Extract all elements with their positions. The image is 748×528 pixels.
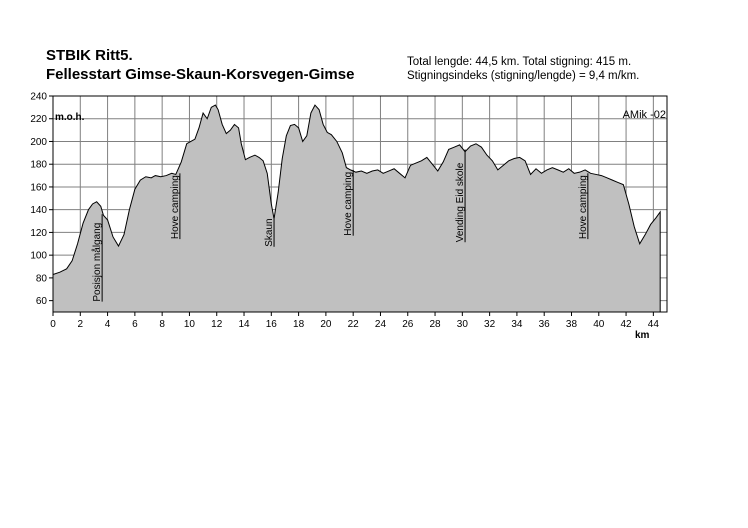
x-tick-label: 2: [78, 319, 84, 330]
annotation-label: Hove camping: [578, 175, 589, 239]
stats-line2: Stigningsindeks (stigning/lengde) = 9,4 …: [407, 70, 640, 82]
x-axis-label: km: [635, 330, 650, 341]
annotation-label: Hove camping: [170, 175, 181, 239]
y-tick-label: 120: [30, 228, 47, 239]
y-tick-label: 100: [30, 251, 47, 262]
x-tick-label: 20: [320, 319, 332, 330]
x-tick-label: 4: [105, 319, 111, 330]
x-tick-label: 28: [429, 319, 441, 330]
y-tick-label: 240: [30, 92, 47, 103]
x-tick-label: 34: [511, 319, 523, 330]
chart-title-line1: STBIK Ritt5.: [46, 47, 133, 64]
annotation-label: Skaun: [264, 218, 275, 246]
y-tick-label: 80: [36, 273, 48, 284]
plot-frame: [52, 95, 668, 313]
stats-line1: Total lengde: 44,5 km. Total stigning: 4…: [407, 56, 632, 68]
elevation-profile-area: [52, 104, 661, 313]
x-tick-label: 12: [211, 319, 223, 330]
x-tick-label: 16: [266, 319, 278, 330]
watermark-label: AMik -02: [623, 109, 666, 121]
x-tick-label: 10: [184, 319, 196, 330]
x-tick-label: 36: [539, 319, 551, 330]
annotation-label: Vending Eid skole: [455, 162, 466, 242]
x-tick-label: 42: [621, 319, 633, 330]
y-tick-label: 200: [30, 137, 47, 148]
ticks: 0 2 4 6 8 10 12 14 16 18 20 22 24 26 28 30 32 34 36 38 40 42 4…: [30, 92, 659, 331]
x-tick-label: 44: [648, 319, 660, 330]
x-tick-label: 26: [402, 319, 414, 330]
x-tick-label: 0: [50, 319, 56, 330]
y-tick-label: 180: [30, 160, 47, 171]
x-tick-label: 22: [348, 319, 360, 330]
x-tick-label: 40: [593, 319, 605, 330]
y-tick-label: 140: [30, 205, 47, 216]
x-tick-label: 30: [457, 319, 469, 330]
x-tick-label: 24: [375, 319, 387, 330]
x-tick-label: 6: [132, 319, 138, 330]
x-tick-label: 18: [293, 319, 305, 330]
annotation-label: Posisjon målgang: [91, 223, 103, 302]
annotations: Posisjon målgang Hove camping Skaun Hove ca…: [91, 149, 589, 302]
y-axis-label: m.o.h.: [55, 112, 85, 123]
x-tick-label: 32: [484, 319, 496, 330]
y-tick-label: 160: [30, 182, 47, 193]
chart-title-line2: Fellesstart Gimse-Skaun-Korsvegen-Gimse: [46, 66, 355, 83]
x-tick-label: 8: [159, 319, 165, 330]
y-tick-label: 60: [36, 296, 48, 307]
y-tick-label: 220: [30, 114, 47, 125]
annotation-label: Hove camping: [343, 172, 354, 236]
x-tick-label: 38: [566, 319, 578, 330]
x-tick-label: 14: [238, 319, 250, 330]
